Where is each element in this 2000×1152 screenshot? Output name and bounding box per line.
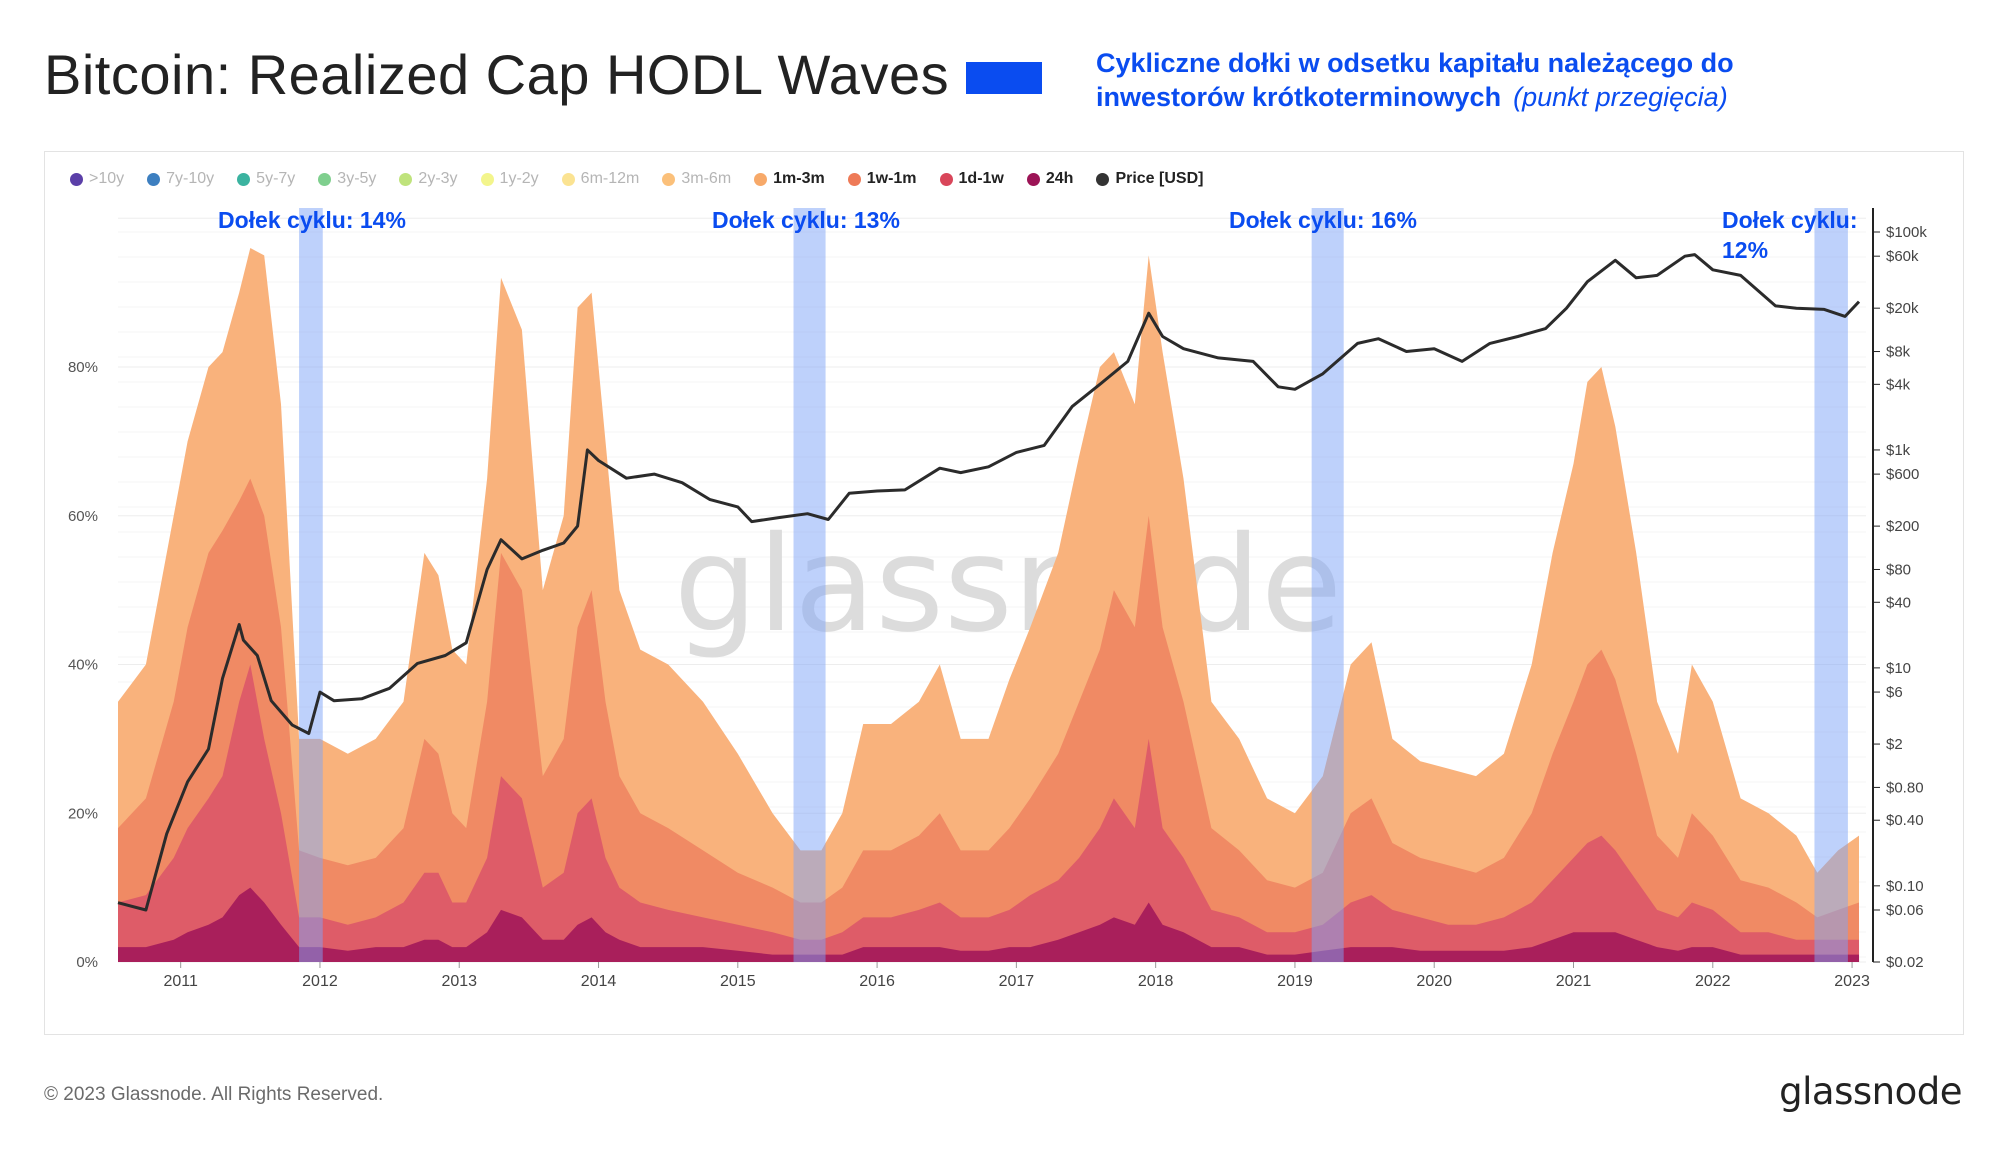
chart-legend: >10y 7y-10y 5y-7y 3y-5y 2y-3y 1y-2y 6m-12m 3m-6… [70, 168, 1226, 190]
legend-dot [1026, 172, 1040, 186]
legend-label: 2y-3y [418, 170, 458, 187]
annotation-note: Cykliczne dołki w odsetku kapitału należ… [1096, 46, 1976, 114]
x-tick-label: 2018 [1138, 973, 1174, 990]
chart-title: Bitcoin: Realized Cap HODL Waves [44, 43, 950, 106]
x-tick-label: 2012 [302, 973, 338, 990]
legend-label: 6m-12m [580, 170, 640, 187]
legend-dot [939, 172, 953, 186]
y-right-tick-label: $8k [1886, 344, 1911, 361]
area-1w-1m [118, 478, 1860, 962]
cycle-bottom-band [793, 208, 826, 962]
watermark: glassnode [674, 508, 1342, 662]
legend-item[interactable]: 7y-10y [147, 170, 214, 188]
area-1d-1w [118, 664, 1860, 962]
legend-label: 1d-1w [958, 170, 1004, 187]
y-right-tick-label: $0.02 [1886, 954, 1924, 971]
cycle-bottom-label: Dołek cyklu: 14% [218, 207, 406, 233]
y-right-tick-label: $0.06 [1886, 902, 1924, 919]
y-right-tick-label: $20k [1886, 300, 1919, 317]
y-right-tick-label: $0.80 [1886, 779, 1924, 796]
legend-label: 3y-5y [337, 170, 377, 187]
price-line [117, 253, 1861, 912]
cycle-bottom-band [1814, 208, 1848, 962]
legend-dot [318, 172, 332, 186]
x-tick-label: 2023 [1834, 973, 1870, 990]
legend-item[interactable]: 1w-1m [847, 170, 917, 188]
legend-label: 3m-6m [681, 170, 732, 187]
cycle-bottom-band [1311, 208, 1344, 962]
legend-dot [147, 172, 161, 186]
legend-item[interactable]: >10y [70, 170, 124, 188]
legend-item[interactable]: 1y-2y [480, 170, 539, 188]
x-tick-label: 2013 [441, 973, 477, 990]
y-left-tick-label: 60% [68, 508, 98, 525]
y-left-tick-label: 80% [68, 359, 98, 376]
x-tick-label: 2011 [163, 973, 198, 990]
annotation-swatch [966, 62, 1042, 94]
x-tick-label: 2015 [720, 973, 756, 990]
y-right-tick-label: $600 [1886, 466, 1919, 483]
legend-label: 1m-3m [773, 170, 825, 187]
y-right-tick-label: $6 [1886, 684, 1903, 701]
legend-dot [662, 172, 676, 186]
y-right-tick-label: $4k [1886, 376, 1911, 393]
y-left-tick-label: 20% [68, 805, 98, 822]
legend-label: 1w-1m [866, 170, 917, 187]
y-left-tick-label: 40% [68, 657, 98, 674]
annotation-line2: inwestorów krótkoterminowych [1096, 82, 1502, 112]
legend-dot [847, 172, 861, 186]
area-24h [118, 887, 1860, 962]
legend-label: >10y [89, 170, 125, 187]
y-right-tick-label: $80 [1886, 561, 1911, 578]
cycle-bottom-label: Dołek cyklu: [1722, 207, 1858, 233]
legend-dot [399, 172, 413, 186]
y-right-tick-label: $0.40 [1886, 812, 1924, 829]
glassnode-logo: glassnode [1779, 1070, 1962, 1113]
legend-item[interactable]: Price [USD] [1096, 170, 1203, 188]
y-right-tick-label: $200 [1886, 518, 1919, 535]
legend-dot [754, 172, 768, 186]
y-right-tick-label: $1k [1886, 442, 1911, 459]
legend-item[interactable]: 3m-6m [662, 170, 731, 188]
y-right-tick-label: $10 [1886, 660, 1911, 677]
legend-item[interactable]: 24h [1026, 170, 1074, 188]
legend-label: 1y-2y [499, 170, 539, 187]
copyright: © 2023 Glassnode. All Rights Reserved. [44, 1084, 384, 1105]
cycle-bottom-label: Dołek cyklu: 13% [712, 207, 900, 233]
legend-item[interactable]: 3y-5y [318, 170, 376, 188]
y-right-tick-label: $2 [1886, 736, 1903, 753]
legend-item[interactable]: 1m-3m [754, 170, 825, 188]
cycle-bottom-band [299, 208, 323, 962]
x-tick-label: 2020 [1416, 973, 1452, 990]
y-left-tick-label: 0% [76, 954, 98, 971]
legend-label: Price [USD] [1115, 170, 1204, 187]
legend-dot [70, 172, 83, 186]
y-right-tick-label: $40 [1886, 594, 1911, 611]
legend-dot [561, 172, 575, 186]
y-right-tick-label: $60k [1886, 248, 1919, 265]
x-tick-label: 2019 [1277, 973, 1313, 990]
legend-item[interactable]: 5y-7y [237, 170, 295, 188]
x-tick-label: 2021 [1556, 973, 1592, 990]
cycle-bottom-label: Dołek cyklu: 16% [1229, 207, 1417, 233]
legend-label: 5y-7y [256, 170, 296, 187]
annotation-line1: Cykliczne dołki w odsetku kapitału należ… [1096, 48, 1734, 78]
y-right-tick-label: $0.10 [1886, 878, 1924, 895]
x-tick-label: 2014 [581, 973, 617, 990]
legend-dot [237, 172, 251, 186]
y-right-tick-label: $100k [1886, 224, 1927, 241]
legend-dot [480, 172, 494, 186]
legend-label: 24h [1045, 170, 1074, 187]
legend-item[interactable]: 1d-1w [939, 170, 1004, 188]
legend-label: 7y-10y [166, 170, 215, 187]
x-tick-label: 2016 [859, 973, 895, 990]
x-tick-label: 2022 [1695, 973, 1731, 990]
annotation-italic: (punkt przegięcia) [1513, 82, 1728, 112]
x-tick-label: 2017 [999, 973, 1035, 990]
cycle-bottom-label: 12% [1722, 237, 1768, 263]
legend-dot [1096, 172, 1110, 186]
legend-item[interactable]: 2y-3y [399, 170, 458, 188]
legend-item[interactable]: 6m-12m [561, 170, 640, 188]
